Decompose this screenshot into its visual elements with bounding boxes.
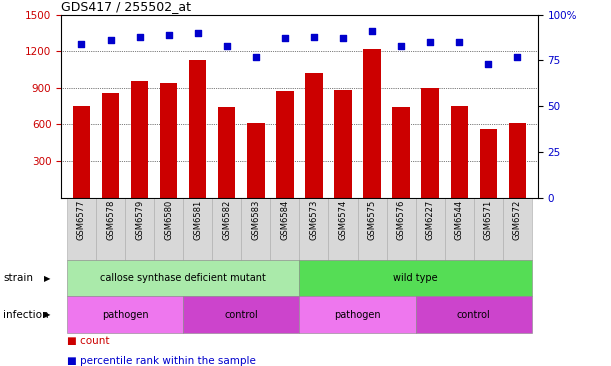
Point bbox=[425, 39, 435, 45]
Text: ▶: ▶ bbox=[45, 274, 51, 283]
Bar bbox=[422, 88, 439, 198]
Bar bbox=[154, 198, 183, 260]
Point bbox=[76, 41, 86, 47]
Bar bbox=[218, 107, 235, 198]
Text: GSM6581: GSM6581 bbox=[193, 199, 202, 240]
Point bbox=[483, 61, 493, 67]
Bar bbox=[183, 198, 212, 260]
Bar bbox=[415, 198, 445, 260]
Point bbox=[106, 37, 115, 43]
Point bbox=[455, 39, 464, 45]
Text: GSM6573: GSM6573 bbox=[309, 199, 318, 240]
Text: GSM6577: GSM6577 bbox=[77, 199, 86, 240]
Bar bbox=[125, 198, 154, 260]
Bar bbox=[329, 198, 357, 260]
Text: callose synthase deficient mutant: callose synthase deficient mutant bbox=[100, 273, 266, 283]
Bar bbox=[189, 60, 207, 198]
Text: GSM6584: GSM6584 bbox=[280, 199, 290, 240]
Bar bbox=[387, 198, 415, 260]
Text: GSM6576: GSM6576 bbox=[397, 199, 406, 240]
Text: GSM6572: GSM6572 bbox=[513, 199, 522, 240]
Text: ■ count: ■ count bbox=[67, 336, 110, 346]
Bar bbox=[241, 198, 270, 260]
Bar bbox=[73, 106, 90, 198]
Text: infection: infection bbox=[3, 310, 49, 320]
Text: GSM6580: GSM6580 bbox=[164, 199, 173, 240]
Point bbox=[280, 36, 290, 41]
Bar bbox=[364, 49, 381, 198]
Bar bbox=[96, 198, 125, 260]
Point bbox=[367, 28, 377, 34]
Point bbox=[338, 36, 348, 41]
Text: pathogen: pathogen bbox=[334, 310, 381, 320]
Bar bbox=[160, 83, 177, 198]
Bar bbox=[299, 260, 532, 296]
Text: ▶: ▶ bbox=[45, 310, 51, 319]
Bar bbox=[131, 81, 148, 198]
Bar bbox=[306, 73, 323, 198]
Text: control: control bbox=[457, 310, 491, 320]
Bar bbox=[102, 93, 119, 198]
Point bbox=[193, 30, 203, 36]
Text: GSM6574: GSM6574 bbox=[338, 199, 348, 240]
Bar bbox=[415, 296, 532, 333]
Bar bbox=[357, 198, 387, 260]
Text: GSM6582: GSM6582 bbox=[222, 199, 231, 240]
Bar bbox=[508, 123, 526, 198]
Point bbox=[164, 32, 174, 38]
Text: GSM6575: GSM6575 bbox=[368, 199, 376, 240]
Point bbox=[309, 34, 319, 40]
Bar bbox=[450, 106, 468, 198]
Text: GSM6583: GSM6583 bbox=[251, 199, 260, 240]
Point bbox=[251, 54, 261, 60]
Point bbox=[396, 43, 406, 49]
Bar bbox=[67, 296, 183, 333]
Bar bbox=[392, 107, 410, 198]
Bar bbox=[334, 90, 352, 198]
Text: GSM6227: GSM6227 bbox=[426, 199, 434, 240]
Point bbox=[134, 34, 144, 40]
Bar bbox=[299, 198, 329, 260]
Bar bbox=[480, 129, 497, 198]
Text: pathogen: pathogen bbox=[101, 310, 148, 320]
Bar bbox=[270, 198, 299, 260]
Bar bbox=[474, 198, 503, 260]
Point bbox=[222, 43, 232, 49]
Text: GSM6571: GSM6571 bbox=[484, 199, 493, 240]
Text: control: control bbox=[224, 310, 258, 320]
Bar bbox=[67, 198, 96, 260]
Text: wild type: wild type bbox=[393, 273, 438, 283]
Point bbox=[513, 54, 522, 60]
Text: strain: strain bbox=[3, 273, 33, 283]
Bar bbox=[183, 296, 299, 333]
Text: GSM6578: GSM6578 bbox=[106, 199, 115, 240]
Text: GSM6544: GSM6544 bbox=[455, 199, 464, 240]
Text: GDS417 / 255502_at: GDS417 / 255502_at bbox=[61, 0, 191, 14]
Text: ■ percentile rank within the sample: ■ percentile rank within the sample bbox=[67, 356, 256, 366]
Bar bbox=[212, 198, 241, 260]
Bar bbox=[67, 260, 299, 296]
Bar bbox=[276, 92, 293, 198]
Bar bbox=[247, 123, 265, 198]
Bar bbox=[503, 198, 532, 260]
Bar bbox=[445, 198, 474, 260]
Bar bbox=[299, 296, 415, 333]
Text: GSM6579: GSM6579 bbox=[135, 199, 144, 240]
